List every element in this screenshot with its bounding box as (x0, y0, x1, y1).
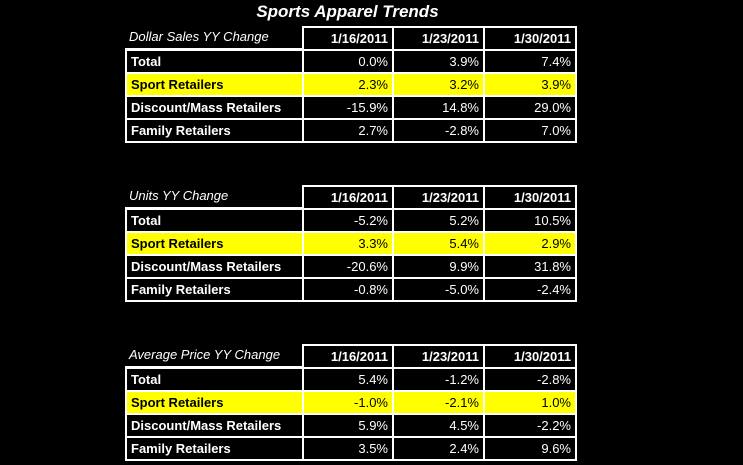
cell-value: 10.5% (483, 208, 577, 233)
cell-value: -5.0% (392, 277, 485, 302)
row-label: Sport Retailers (125, 231, 304, 256)
cell-value: -5.2% (302, 208, 394, 233)
cell-value: 9.9% (392, 254, 485, 279)
cell-value: 14.8% (392, 95, 485, 120)
row-label: Sport Retailers (125, 390, 304, 415)
row-label: Total (125, 367, 304, 392)
cell-value: 29.0% (483, 95, 577, 120)
cell-value: 2.9% (483, 231, 577, 256)
cell-value: 3.5% (302, 436, 394, 461)
cell-value: -2.2% (483, 413, 577, 438)
row-label: Discount/Mass Retailers (125, 95, 304, 120)
column-header: 1/16/2011 (302, 185, 394, 210)
cell-value: 7.4% (483, 49, 577, 74)
row-label: Family Retailers (125, 118, 304, 143)
row-label: Family Retailers (125, 436, 304, 461)
cell-value: -1.2% (392, 367, 485, 392)
cell-value: -2.8% (483, 367, 577, 392)
cell-value: 2.3% (302, 72, 394, 97)
row-label: Sport Retailers (125, 72, 304, 97)
cell-value: -1.0% (302, 390, 394, 415)
column-header: 1/30/2011 (483, 185, 577, 210)
table-caption: Dollar Sales YY Change (125, 26, 303, 50)
cell-value: 1.0% (483, 390, 577, 415)
cell-value: 4.5% (392, 413, 485, 438)
cell-value: -2.4% (483, 277, 577, 302)
cell-value: -2.1% (392, 390, 485, 415)
column-header: 1/23/2011 (392, 344, 485, 369)
cell-value: 3.3% (302, 231, 394, 256)
cell-value: 3.9% (483, 72, 577, 97)
row-label: Family Retailers (125, 277, 304, 302)
column-header: 1/16/2011 (302, 344, 394, 369)
cell-value: 9.6% (483, 436, 577, 461)
column-header: 1/30/2011 (483, 344, 577, 369)
row-label: Total (125, 49, 304, 74)
row-label: Discount/Mass Retailers (125, 413, 304, 438)
cell-value: 2.7% (302, 118, 394, 143)
table-caption: Units YY Change (125, 185, 303, 209)
column-header: 1/23/2011 (392, 26, 485, 51)
column-header: 1/30/2011 (483, 26, 577, 51)
cell-value: -20.6% (302, 254, 394, 279)
cell-value: 31.8% (483, 254, 577, 279)
column-header: 1/23/2011 (392, 185, 485, 210)
row-label: Total (125, 208, 304, 233)
title: Sports Apparel Trends (256, 2, 439, 21)
table-caption: Average Price YY Change (125, 344, 303, 368)
cell-value: 3.9% (392, 49, 485, 74)
column-header: 1/16/2011 (302, 26, 394, 51)
cell-value: 5.2% (392, 208, 485, 233)
cell-value: -2.8% (392, 118, 485, 143)
row-label: Discount/Mass Retailers (125, 254, 304, 279)
cell-value: 5.9% (302, 413, 394, 438)
cell-value: 3.2% (392, 72, 485, 97)
cell-value: -15.9% (302, 95, 394, 120)
cell-value: 5.4% (392, 231, 485, 256)
cell-value: 5.4% (302, 367, 394, 392)
cell-value: 7.0% (483, 118, 577, 143)
cell-value: 2.4% (392, 436, 485, 461)
cell-value: -0.8% (302, 277, 394, 302)
cell-value: 0.0% (302, 49, 394, 74)
